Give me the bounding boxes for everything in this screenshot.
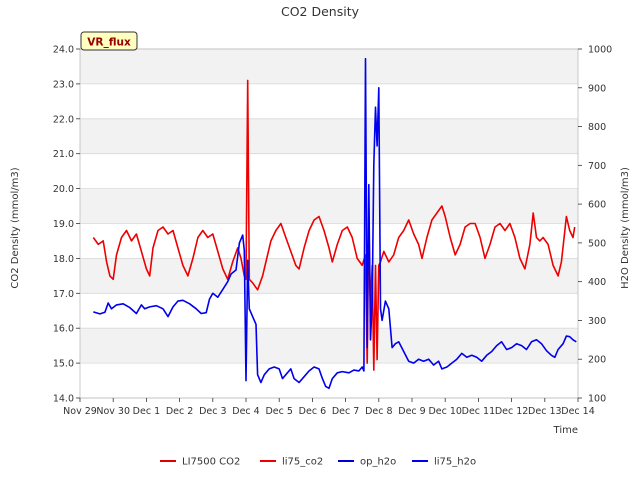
x-tick-label: Dec 13 xyxy=(528,406,562,417)
y-left-tick-label: 21.0 xyxy=(53,149,74,160)
x-axis: Nov 29 Nov 30 Dec 1 Dec 2 Dec 3 Dec 4 Dec 5 Dec… xyxy=(63,398,595,417)
x-tick-label: Dec 11 xyxy=(462,406,496,417)
y-left-tick-label: 16.0 xyxy=(53,324,74,335)
y-right-tick-label: 600 xyxy=(588,200,606,211)
y-left-tick-label: 22.0 xyxy=(53,114,74,125)
y-left-tick-label: 18.0 xyxy=(53,254,74,265)
x-tick-label: Dec 2 xyxy=(166,406,193,417)
series-line-li75_co2 xyxy=(92,79,576,371)
site-badge-label: VR_flux xyxy=(87,37,131,49)
x-axis-label: Time xyxy=(553,425,578,436)
y-left-tick-label: 20.0 xyxy=(53,184,74,195)
plot-band xyxy=(80,363,578,398)
x-tick-label: Dec 6 xyxy=(299,406,326,417)
legend-label: LI7500 CO2 xyxy=(182,457,240,468)
plot-band xyxy=(80,328,578,364)
site-badge-box xyxy=(80,31,138,51)
legend-label: li75_h2o xyxy=(434,457,476,468)
plot-background xyxy=(80,49,578,398)
y-axis-right: 100 200 300 400 500 600 700 800 900 1000 xyxy=(578,45,612,405)
x-tick-label: Dec 8 xyxy=(365,406,392,417)
series-line-li75_h2o xyxy=(93,57,577,390)
y-axis-left-label: CO2 Density (mmol/m3) xyxy=(10,167,21,288)
legend: LI7500 CO2 li75_co2 op_h2o li75_h2o xyxy=(160,457,476,468)
x-tick-label: Dec 10 xyxy=(428,406,462,417)
plot-band xyxy=(80,153,578,189)
x-tick-label: Dec 3 xyxy=(199,406,226,417)
y-left-tick-label: 24.0 xyxy=(53,45,74,56)
legend-label: op_h2o xyxy=(360,457,396,468)
y-axis-right-label: H2O Density (mmol/m3) xyxy=(620,167,631,289)
y-right-tick-label: 500 xyxy=(588,238,606,249)
x-tick-label: Dec 9 xyxy=(398,406,425,417)
y-left-tick-label: 15.0 xyxy=(53,359,74,370)
plot-band xyxy=(80,83,578,119)
y-axis-left: 14.0 15.0 16.0 17.0 18.0 19.0 20.0 21.0 22.0 23.0… xyxy=(53,45,80,405)
plot-band xyxy=(80,188,578,224)
y-right-tick-label: 800 xyxy=(588,122,606,133)
x-tick-label: Dec 5 xyxy=(265,406,292,417)
y-left-tick-label: 23.0 xyxy=(53,79,74,90)
plot-band xyxy=(80,293,578,329)
plot-band xyxy=(80,49,578,84)
plot-band xyxy=(80,118,578,154)
chart-title: CO2 Density xyxy=(281,4,360,19)
x-tick-label: Nov 30 xyxy=(96,406,130,417)
plot-band xyxy=(80,258,578,294)
y-left-tick-label: 17.0 xyxy=(53,289,74,300)
y-left-tick-label: 19.0 xyxy=(53,219,74,230)
x-tick-label: Nov 29 xyxy=(63,406,97,417)
y-right-tick-label: 400 xyxy=(588,277,606,288)
series-layer xyxy=(92,57,577,390)
site-badge: VR_flux xyxy=(80,31,138,51)
x-tick-label: Dec 4 xyxy=(232,406,259,417)
x-tick-label: Dec 14 xyxy=(561,406,595,417)
y-right-tick-label: 900 xyxy=(588,83,606,94)
y-left-tick-label: 14.0 xyxy=(53,394,74,405)
y-right-tick-label: 100 xyxy=(588,394,606,405)
x-tick-label: Dec 7 xyxy=(332,406,359,417)
y-right-tick-label: 200 xyxy=(588,355,606,366)
y-right-tick-label: 1000 xyxy=(588,45,612,56)
x-tick-label: Dec 12 xyxy=(495,406,529,417)
y-right-tick-label: 700 xyxy=(588,161,606,172)
x-tick-label: Dec 1 xyxy=(133,406,160,417)
legend-label: li75_co2 xyxy=(282,457,323,468)
y-right-tick-label: 300 xyxy=(588,316,606,327)
